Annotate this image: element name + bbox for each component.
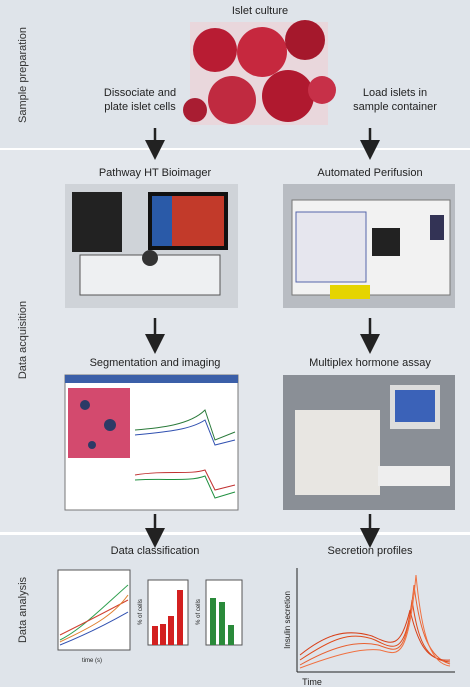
step-label: Data classification: [111, 545, 200, 557]
step-label: Automated Perifusion: [317, 167, 422, 179]
axis-label: % of cells: [138, 599, 144, 625]
islet-photo: [183, 20, 336, 125]
assay-photo: [283, 375, 455, 510]
segmentation-screenshot: [64, 374, 239, 511]
step-label: Islet culture: [232, 5, 288, 17]
section-label: Data analysis: [17, 576, 29, 643]
step-label: sample container: [353, 101, 437, 113]
step-label: Dissociate and: [104, 87, 176, 99]
axis-label: time (s): [82, 658, 102, 664]
step-label: plate islet cells: [104, 101, 176, 113]
secretion-plot: [296, 568, 455, 673]
step-label: Segmentation and imaging: [90, 357, 221, 369]
axis-label: Insulin secretion: [283, 591, 292, 649]
axis-label: % of cells: [196, 599, 202, 625]
perifusion-photo: [283, 184, 455, 308]
axis-label: Time: [302, 677, 322, 687]
step-label: Load islets in: [363, 87, 427, 99]
bioimager-photo: [65, 184, 238, 308]
step-label: Secretion profiles: [328, 545, 413, 557]
step-label: Multiplex hormone assay: [309, 357, 431, 369]
section-label: Data acquisition: [17, 301, 29, 379]
step-label: Pathway HT Bioimager: [99, 167, 212, 179]
classification-plots: [57, 569, 243, 651]
section-label: Sample preparation: [17, 27, 29, 123]
